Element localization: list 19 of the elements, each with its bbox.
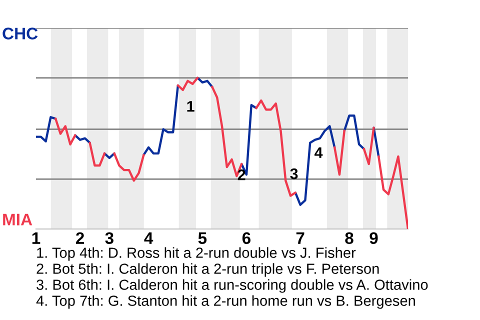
text: 1. Top 4th: D. Ross hit a 2-run double vs J. Fisher xyxy=(37,247,356,261)
annotation: 3 xyxy=(290,168,298,180)
annotation: 4 xyxy=(314,147,323,158)
text: MIA xyxy=(3,214,32,226)
x-tick-label: 9 xyxy=(370,232,378,244)
x-tick-label: 7 xyxy=(296,232,304,244)
annotation: 1 xyxy=(187,101,194,112)
text: 2. Bot 5th: I. Calderon hit a 2-run triple vs F. Peterson xyxy=(36,263,379,277)
x-tick-label: 2 xyxy=(76,232,84,244)
x-tick-label: 5 xyxy=(198,232,207,244)
x-tick-label: 4 xyxy=(144,232,154,244)
x-tick-label: 1 xyxy=(32,232,40,244)
text: 4. Top 7th: G. Stanton hit a 2-run home run vs B. Bergesen xyxy=(36,295,415,309)
text: CHC xyxy=(2,28,38,40)
x-tick-label: 6 xyxy=(242,232,251,244)
annotation: 2 xyxy=(238,169,246,180)
x-tick-label: 8 xyxy=(345,232,354,244)
x-tick-label: 3 xyxy=(105,232,114,244)
text: 3. Bot 6th: I. Calderon hit a run-scoring double vs A. Ottavino xyxy=(36,279,428,293)
